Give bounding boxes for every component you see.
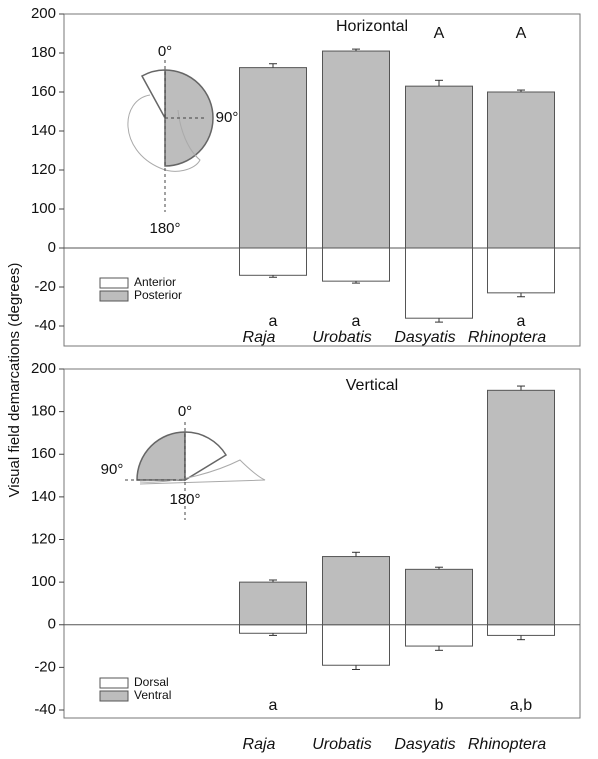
error-bar (435, 646, 443, 651)
panel-title: Vertical (346, 377, 398, 394)
y-tick-label: 180 (31, 44, 56, 61)
y-tick-label: 180 (31, 403, 56, 420)
y-tick-label: -40 (34, 317, 56, 334)
inset-horizontal (127, 60, 214, 212)
inset-label: 0° (178, 403, 192, 420)
error-bar (517, 635, 525, 641)
bar (239, 247, 307, 276)
y-tick-label: -20 (34, 658, 56, 675)
error-bar (517, 89, 525, 92)
legend-label: Ventral (134, 688, 171, 702)
bar (405, 247, 473, 319)
bar (487, 247, 555, 294)
legend-label: Anterior (134, 275, 176, 289)
bar (322, 50, 390, 249)
bar (487, 389, 555, 626)
error-bar (435, 318, 443, 323)
inset-label: 180° (169, 491, 200, 508)
y-axis-label: Visual field demarcations (degrees) (6, 263, 23, 498)
x-tick-label: Dasyatis (394, 329, 455, 346)
inset-label: 90° (101, 461, 124, 478)
error-bar (352, 665, 360, 671)
plot-frame (63, 368, 581, 719)
inset-label: 90° (216, 109, 239, 126)
y-tick-label: 140 (31, 122, 56, 139)
legend-swatch (99, 290, 129, 302)
significance-letter: a (352, 313, 361, 330)
y-tick-label: 120 (31, 161, 56, 178)
y-tick-label: -40 (34, 701, 56, 718)
error-bar (269, 275, 277, 278)
error-bar (435, 566, 443, 570)
significance-letter: A (516, 25, 527, 42)
bar (239, 67, 307, 249)
y-tick-label: -20 (34, 278, 56, 295)
y-tick-label: 0 (48, 616, 56, 633)
y-tick-label: 200 (31, 5, 56, 22)
bar (405, 85, 473, 249)
significance-letter: a (269, 313, 278, 330)
inset-label: 0° (158, 43, 172, 60)
x-tick-label: Urobatis (312, 329, 372, 346)
y-tick-label: 120 (31, 530, 56, 547)
y-tick-label: 200 (31, 360, 56, 377)
bar (322, 624, 390, 666)
y-tick-label: 100 (31, 200, 56, 217)
significance-letter: a,b (510, 697, 532, 714)
inset-vertical (125, 422, 266, 520)
panel-title: Horizontal (336, 18, 408, 35)
error-bar (517, 292, 525, 298)
error-bar (517, 385, 525, 391)
x-tick-label: Dasyatis (394, 736, 455, 753)
bar (239, 581, 307, 626)
y-tick-label: 0 (48, 239, 56, 256)
legend-label: Dorsal (134, 675, 169, 689)
error-bar (352, 48, 360, 52)
plot-frame (63, 13, 581, 347)
bar (405, 624, 473, 647)
error-bar (269, 579, 277, 583)
error-bar (269, 63, 277, 68)
legend-swatch (99, 277, 129, 289)
y-tick-label: 160 (31, 83, 56, 100)
x-tick-label: Rhinoptera (468, 736, 546, 753)
y-tick-label: 160 (31, 445, 56, 462)
y-tick-label: 100 (31, 573, 56, 590)
x-tick-label: Raja (243, 736, 276, 753)
x-tick-label: Raja (243, 329, 276, 346)
bar (322, 556, 390, 626)
bar (487, 624, 555, 636)
significance-letter: a (269, 697, 278, 714)
bar (322, 247, 390, 282)
legend-label: Posterior (134, 288, 182, 302)
bar (405, 568, 473, 626)
legend-swatch (99, 677, 129, 689)
significance-letter: A (434, 25, 445, 42)
bar (487, 91, 555, 249)
inset-label: 180° (149, 220, 180, 237)
error-bar (269, 633, 277, 636)
bar (239, 624, 307, 634)
significance-letter: a (517, 313, 526, 330)
y-tick-label: 140 (31, 488, 56, 505)
error-bar (435, 79, 443, 87)
legend-swatch (99, 690, 129, 702)
x-tick-label: Urobatis (312, 736, 372, 753)
significance-letter: b (435, 697, 444, 714)
x-tick-label: Rhinoptera (468, 329, 546, 346)
error-bar (352, 281, 360, 284)
error-bar (352, 551, 360, 557)
